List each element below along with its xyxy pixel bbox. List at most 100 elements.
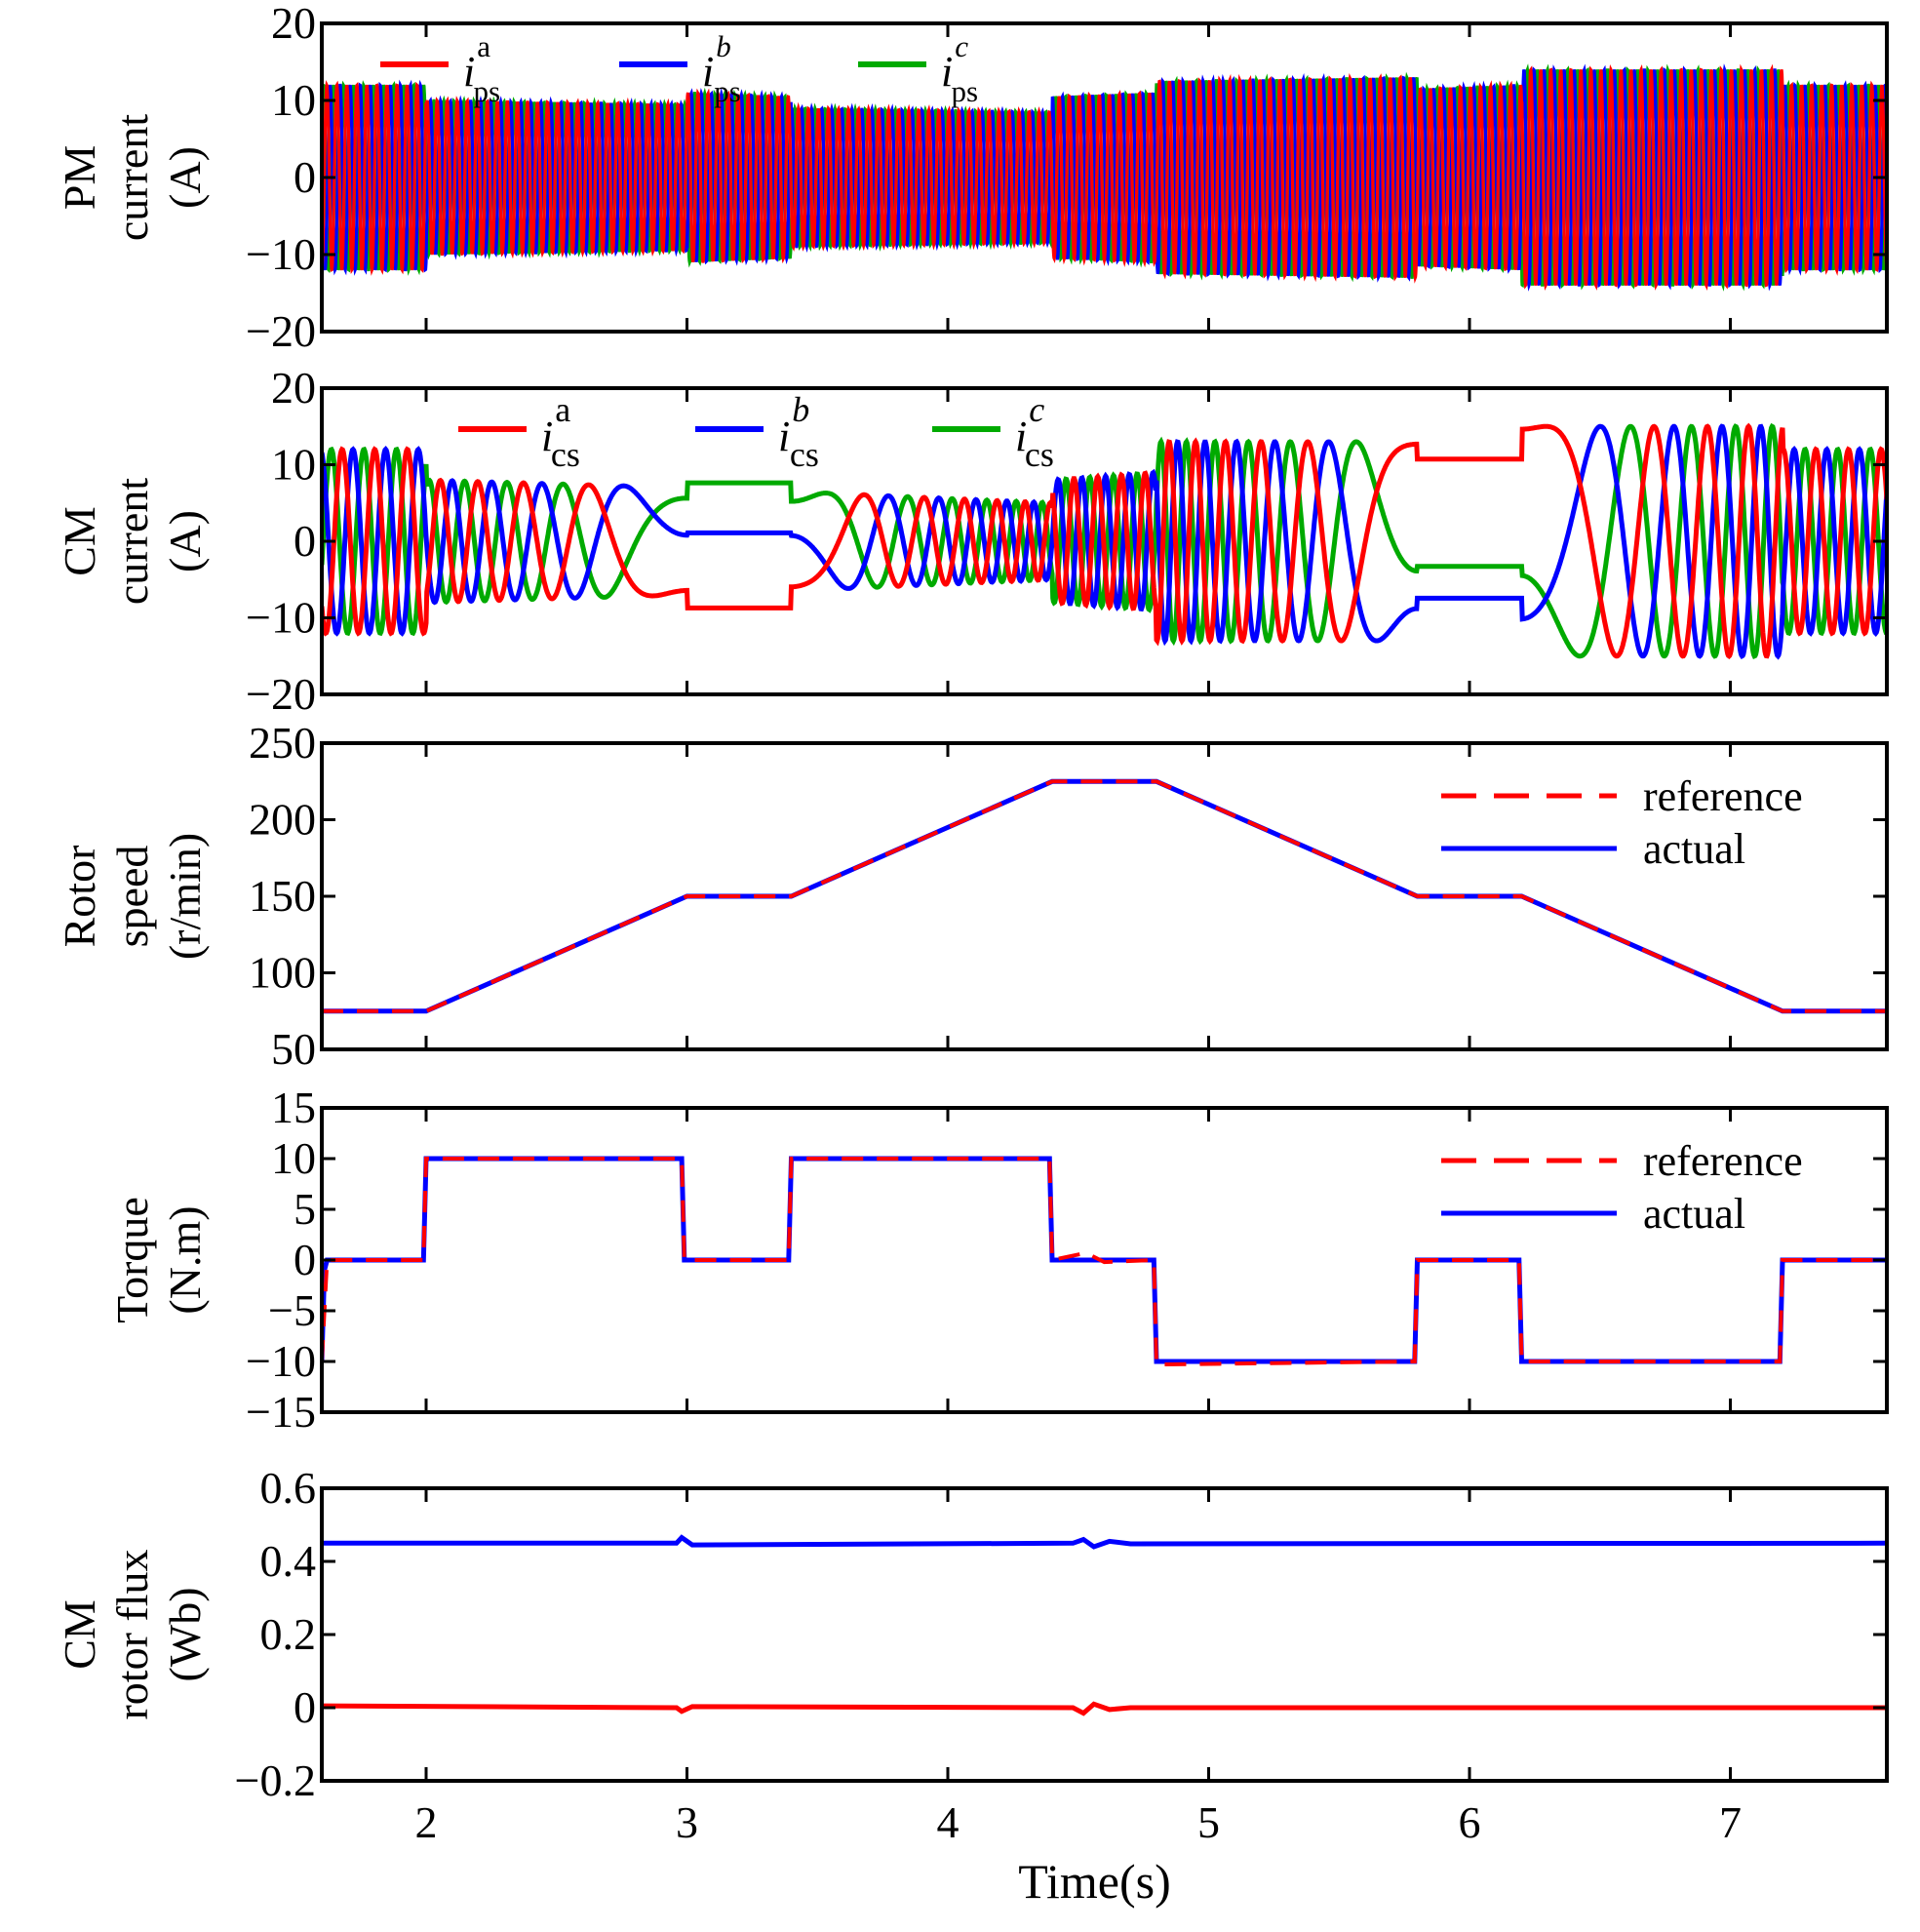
y-tick-label: 100 xyxy=(249,948,316,998)
legend-subscript: cs xyxy=(790,435,819,474)
y-tick-label: 0 xyxy=(294,1235,316,1284)
x-tick-label: 5 xyxy=(1197,1797,1220,1847)
y-tick-label: 10 xyxy=(271,1133,316,1183)
y-tick-label: 0.4 xyxy=(260,1536,317,1586)
legend-entry: ia ps xyxy=(463,29,500,108)
plot-area xyxy=(322,1156,1887,1367)
legend-label-actual: actual xyxy=(1643,825,1745,873)
y-axis-label-line: speed xyxy=(107,846,157,948)
legend-subscript: ps xyxy=(952,74,979,108)
series-phase-b xyxy=(322,423,1887,660)
plot-area xyxy=(322,63,1887,292)
series-phase-a xyxy=(322,63,1887,291)
y-axis-label-line: CM xyxy=(55,1599,104,1670)
y-axis-label-line: (Wb) xyxy=(160,1587,210,1681)
panel-cm_rotor_flux: 0.6 0.4 0.2 0 −0.2 2 3 4 5 6 7 Time(s) CM rotor flux(… xyxy=(55,1463,1889,1909)
series-flux_d xyxy=(322,1534,1887,1550)
legend: reference actual xyxy=(1441,1137,1803,1238)
legend: reference actual xyxy=(1441,772,1803,873)
y-tick-label: −20 xyxy=(246,669,316,719)
y-tick-label: −10 xyxy=(246,593,316,643)
y-axis-label-line: (r/min) xyxy=(160,833,210,960)
legend-superscript: c xyxy=(1029,390,1044,429)
plot-area xyxy=(322,422,1887,660)
series-reference-overlay xyxy=(322,1157,1887,1366)
y-tick-label: 0 xyxy=(294,152,316,202)
plot-area xyxy=(322,1534,1887,1716)
series-phase-a xyxy=(322,422,1887,659)
y-axis-label-line: current xyxy=(107,114,157,241)
series-flux_q xyxy=(322,1701,1887,1716)
y-axis-label-line: (A) xyxy=(160,146,210,209)
y-tick-label: 0.6 xyxy=(260,1463,317,1513)
x-tick-label: 4 xyxy=(937,1797,960,1847)
y-axis-label-line: PM xyxy=(55,145,104,210)
y-axis-label-line: Torque xyxy=(107,1197,157,1323)
y-tick-label: 15 xyxy=(271,1083,316,1132)
legend-subscript: cs xyxy=(1025,435,1054,474)
legend-symbol: i xyxy=(541,413,553,460)
y-tick-label: 0 xyxy=(294,516,316,566)
plot-area xyxy=(322,778,1887,1014)
legend-superscript: a xyxy=(477,29,490,63)
y-tick-label: 10 xyxy=(271,440,316,490)
x-tick-label: 2 xyxy=(415,1797,438,1847)
x-tick-label: 6 xyxy=(1459,1797,1481,1847)
legend-superscript: a xyxy=(555,390,570,429)
legend-symbol: i xyxy=(702,48,714,96)
x-tick-label: 3 xyxy=(676,1797,698,1847)
legend-symbol: i xyxy=(463,48,475,96)
y-tick-label: −10 xyxy=(246,1336,316,1386)
panel-rotor_speed: 250 200 150 100 50 Rotor speed (r/min) reference… xyxy=(55,718,1889,1074)
y-tick-label: 20 xyxy=(271,0,316,48)
legend-superscript: b xyxy=(792,390,809,429)
legend-subscript: ps xyxy=(714,74,741,108)
y-tick-label: −5 xyxy=(268,1285,316,1335)
y-tick-label: −10 xyxy=(246,229,316,279)
legend-entry: ib cs xyxy=(778,390,819,474)
y-tick-label: −20 xyxy=(246,306,316,356)
y-tick-label: 250 xyxy=(249,718,316,768)
y-tick-label: −15 xyxy=(246,1387,316,1437)
legend-entry: ib ps xyxy=(702,29,741,108)
legend-entry: ia cs xyxy=(541,390,580,474)
legend-symbol: i xyxy=(941,48,953,96)
series-phase-c xyxy=(322,422,1887,659)
y-tick-label: 50 xyxy=(271,1024,316,1074)
legend-entry: ic cs xyxy=(1015,390,1054,474)
y-axis-label-line: CM xyxy=(55,506,104,576)
y-tick-label: 0 xyxy=(294,1682,316,1732)
y-tick-label: −0.2 xyxy=(235,1755,316,1805)
series-phase-b xyxy=(322,63,1887,292)
y-tick-label: 150 xyxy=(249,871,316,921)
series-reference-overlay xyxy=(322,780,1887,1013)
y-tick-label: 5 xyxy=(294,1184,316,1234)
y-axis-label-line: current xyxy=(107,478,157,605)
legend-entry: ic ps xyxy=(941,29,978,108)
y-tick-label: 20 xyxy=(271,363,316,413)
y-axis-label-line: (A) xyxy=(160,510,210,572)
x-axis-label: Time(s) xyxy=(1018,1854,1171,1909)
y-axis-label-line: Rotor xyxy=(55,846,104,948)
axes-frame xyxy=(320,1486,1889,1783)
y-tick-label: 0.2 xyxy=(260,1609,317,1659)
y-axis-label-line: (N.m) xyxy=(160,1205,210,1314)
legend-superscript: c xyxy=(955,29,968,63)
legend-superscript: b xyxy=(716,29,731,63)
legend-subscript: ps xyxy=(474,74,501,108)
legend-subscript: cs xyxy=(551,435,580,474)
legend-symbol: i xyxy=(1015,413,1027,460)
x-tick-label: 7 xyxy=(1719,1797,1742,1847)
legend-label-reference: reference xyxy=(1643,1137,1803,1185)
y-tick-label: 10 xyxy=(271,75,316,125)
legend-label-actual: actual xyxy=(1643,1190,1745,1238)
legend-label-reference: reference xyxy=(1643,772,1803,820)
legend: ia cs ib cs ic cs xyxy=(458,390,1054,474)
legend: ia ps ib ps ic ps xyxy=(380,29,978,108)
y-axis-label-line: rotor flux xyxy=(107,1549,157,1719)
y-tick-label: 200 xyxy=(249,795,316,845)
